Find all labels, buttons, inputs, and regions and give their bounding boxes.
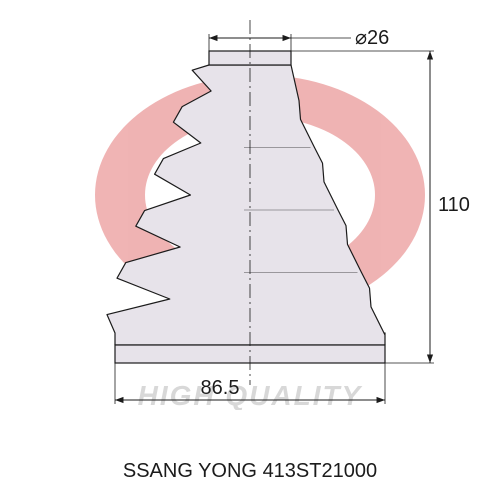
- stage: ASSPORTHIGH QUALITY⌀2611086.5 SSANG YONG…: [0, 0, 500, 500]
- caption: SSANG YONG 413ST21000: [0, 460, 500, 483]
- brand-text: SSANG YONG: [123, 460, 257, 482]
- technical-drawing: ASSPORTHIGH QUALITY⌀2611086.5: [10, 10, 490, 410]
- dim-height: 110: [438, 194, 470, 216]
- dim-top-diameter: ⌀26: [355, 27, 389, 49]
- dim-base-width: 86.5: [201, 377, 240, 399]
- partno-text: 413ST21000: [263, 460, 378, 482]
